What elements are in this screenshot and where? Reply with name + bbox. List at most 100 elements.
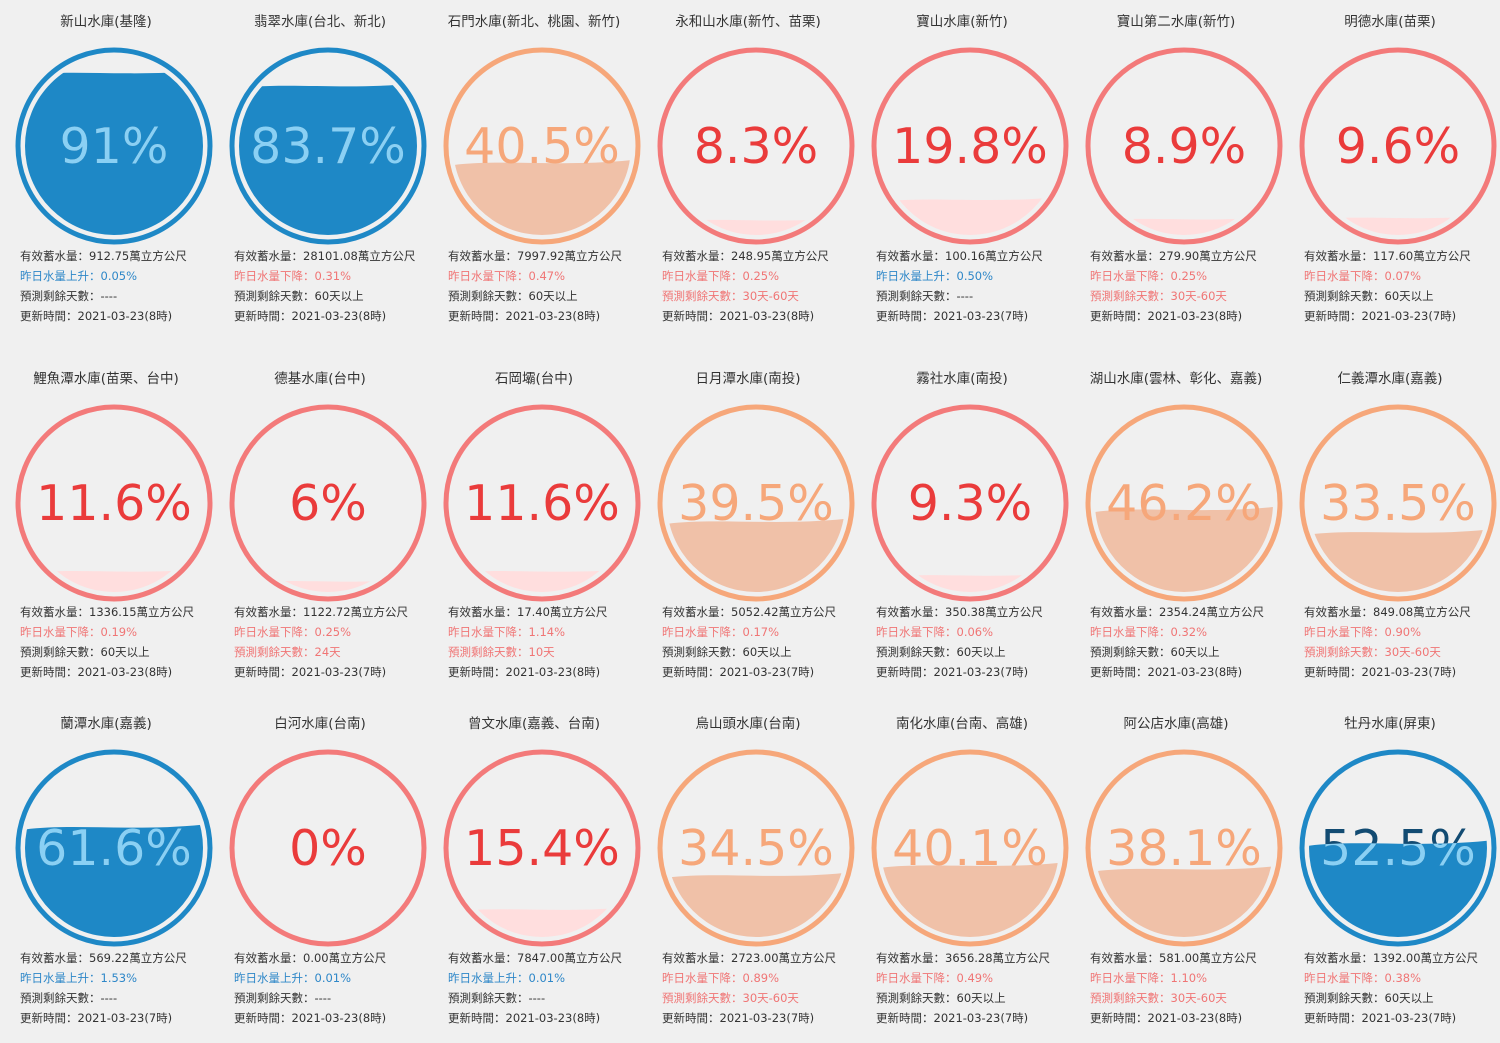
update-time-text: 更新時間：2021-03-23(8時) — [1090, 1011, 1243, 1025]
reservoir-name: 日月潭水庫(南投) — [695, 371, 801, 387]
daily-trend-text: 昨日水量下降：0.90% — [1304, 625, 1422, 639]
gauge-ring — [871, 47, 1069, 245]
water-fill — [25, 823, 203, 937]
remaining-days-text: 預測剩餘天數：60天以上 — [448, 289, 578, 303]
reservoir-info: 有效蓄水量：2354.24萬立方公尺 昨日水量下降：0.32% 預測剩餘天數：60天… — [1090, 602, 1300, 682]
capacity-text: 有效蓄水量：0.00萬立方公尺 — [234, 951, 387, 965]
gauge-svg: 8.3% — [657, 47, 855, 245]
reservoir-card: 寶山水庫(新竹) 19.8% 有效蓄水量：100.16萬立方公尺 昨日水量上升：0.5… — [862, 10, 1076, 340]
update-time-text: 更新時間：2021-03-23(7時) — [1304, 665, 1457, 679]
reservoir-name: 湖山水庫(雲林、彰化、嘉義) — [1089, 371, 1263, 387]
percent-label: 9.6% — [1336, 118, 1461, 175]
remaining-days-text: 預測剩餘天數：60天以上 — [876, 645, 1006, 659]
daily-trend-text: 昨日水量上升：0.01% — [448, 971, 566, 985]
percent-label-on-water: 91% — [60, 118, 169, 175]
water-level-gauge: 33.5% — [1298, 403, 1498, 603]
reservoir-card: 白河水庫(台南) 0% 有效蓄水量：0.00萬立方公尺 昨日水量上升：0.01% 預測剩… — [220, 712, 434, 1042]
reservoir-name: 翡翠水庫(台北、新北) — [253, 14, 387, 30]
percent-label: 38.1% — [1106, 820, 1262, 877]
daily-trend-text: 昨日水量上升：0.05% — [20, 269, 138, 283]
gauge-ring — [443, 749, 641, 947]
reservoir-info: 有效蓄水量：581.00萬立方公尺 昨日水量下降：1.10% 預測剩餘天數：30天-… — [1090, 948, 1300, 1028]
gauge-ring — [1085, 47, 1283, 245]
percent-label: 8.9% — [1122, 118, 1247, 175]
water-level-gauge: 9.6% — [1298, 46, 1498, 246]
water-fill — [881, 195, 1059, 235]
reservoir-info: 有效蓄水量：117.60萬立方公尺 昨日水量下降：0.07% 預測剩餘天數：60天以… — [1304, 246, 1500, 326]
remaining-days-text: 預測剩餘天數：30天-60天 — [662, 991, 799, 1005]
reservoir-name: 阿公店水庫(高雄) — [1123, 716, 1229, 732]
reservoir-card: 曾文水庫(嘉義、台南) 15.4% 有效蓄水量：7847.00萬立方公尺 昨日水量上升… — [434, 712, 648, 1042]
capacity-text: 有效蓄水量：17.40萬立方公尺 — [448, 605, 608, 619]
water-level-gauge: 9.3% — [870, 403, 1070, 603]
gauge-ring — [657, 404, 855, 602]
reservoir-info: 有效蓄水量：100.16萬立方公尺 昨日水量上升：0.50% 預測剩餘天數：----… — [876, 246, 1086, 326]
percent-label-on-water: 61.6% — [36, 820, 192, 877]
update-time-text: 更新時間：2021-03-23(7時) — [876, 1011, 1029, 1025]
reservoir-name: 南化水庫(台南、高雄) — [895, 716, 1029, 732]
reservoir-name: 新山水庫(基隆) — [60, 14, 152, 30]
update-time-text: 更新時間：2021-03-23(8時) — [20, 665, 173, 679]
gauge-svg: 40.5% — [443, 47, 641, 245]
capacity-text: 有效蓄水量：569.22萬立方公尺 — [20, 951, 187, 965]
percent-label: 40.5% — [464, 118, 620, 175]
reservoir-info: 有效蓄水量：28101.08萬立方公尺 昨日水量下降：0.31% 預測剩餘天數：60… — [234, 246, 444, 326]
reservoir-name: 寶山水庫(新竹) — [916, 14, 1008, 30]
update-time-text: 更新時間：2021-03-23(7時) — [1304, 1011, 1457, 1025]
remaining-days-text: 預測剩餘天數：30天-60天 — [1090, 289, 1227, 303]
update-time-text: 更新時間：2021-03-23(7時) — [662, 1011, 815, 1025]
reservoir-name: 石門水庫(新北、桃園、新竹) — [447, 14, 621, 30]
reservoir-card: 翡翠水庫(台北、新北) 83.7% 83.7% 有效蓄水量：28101.08萬立方公尺… — [220, 10, 434, 340]
remaining-days-text: 預測剩餘天數：30天-60天 — [662, 289, 799, 303]
daily-trend-text: 昨日水量下降：0.25% — [662, 269, 780, 283]
reservoir-info: 有效蓄水量：17.40萬立方公尺 昨日水量下降：1.14% 預測剩餘天數：10天 更新… — [448, 602, 658, 682]
update-time-text: 更新時間：2021-03-23(8時) — [234, 1011, 387, 1025]
reservoir-info: 有效蓄水量：912.75萬立方公尺 昨日水量上升：0.05% 預測剩餘天數：----… — [20, 246, 230, 326]
daily-trend-text: 昨日水量下降：1.10% — [1090, 971, 1208, 985]
water-level-gauge: 11.6% — [442, 403, 642, 603]
update-time-text: 更新時間：2021-03-23(8時) — [448, 1011, 601, 1025]
water-level-gauge: 6% — [228, 403, 428, 603]
daily-trend-text: 昨日水量上升：1.53% — [20, 971, 138, 985]
capacity-text: 有效蓄水量：849.08萬立方公尺 — [1304, 605, 1471, 619]
gauge-svg: 34.5% — [657, 749, 855, 947]
percent-label: 46.2% — [1106, 475, 1262, 532]
water-level-gauge: 19.8% — [870, 46, 1070, 246]
gauge-ring — [1085, 749, 1283, 947]
update-time-text: 更新時間：2021-03-23(7時) — [876, 665, 1029, 679]
gauge-svg: 9.3% — [871, 404, 1069, 602]
reservoir-card: 阿公店水庫(高雄) 38.1% 有效蓄水量：581.00萬立方公尺 昨日水量下降：1.… — [1076, 712, 1290, 1042]
gauge-ring — [443, 47, 641, 245]
remaining-days-text: 預測剩餘天數：---- — [234, 991, 332, 1005]
water-level-gauge: 46.2% — [1084, 403, 1284, 603]
remaining-days-text: 預測剩餘天數：60天以上 — [20, 645, 150, 659]
gauge-ring — [15, 47, 213, 245]
percent-label: 52.5% — [1320, 820, 1476, 877]
update-time-text: 更新時間：2021-03-23(8時) — [662, 309, 815, 323]
percent-label: 8.3% — [694, 118, 819, 175]
reservoir-card: 南化水庫(台南、高雄) 40.1% 有效蓄水量：3656.28萬立方公尺 昨日水量下降… — [862, 712, 1076, 1042]
capacity-text: 有效蓄水量：279.90萬立方公尺 — [1090, 249, 1257, 263]
capacity-text: 有效蓄水量：350.38萬立方公尺 — [876, 605, 1043, 619]
update-time-text: 更新時間：2021-03-23(8時) — [448, 665, 601, 679]
reservoir-card: 永和山水庫(新竹、苗栗) 8.3% 有效蓄水量：248.95萬立方公尺 昨日水量下降：… — [648, 10, 862, 340]
percent-label: 83.7% — [250, 118, 406, 175]
water-level-gauge: 34.5% — [656, 748, 856, 948]
water-level-gauge: 15.4% — [442, 748, 642, 948]
reservoir-name: 寶山第二水庫(新竹) — [1116, 14, 1236, 30]
remaining-days-text: 預測剩餘天數：60天以上 — [662, 645, 792, 659]
remaining-days-text: 預測剩餘天數：30天-60天 — [1090, 991, 1227, 1005]
reservoir-name: 烏山頭水庫(台南) — [695, 716, 801, 732]
gauge-ring — [1085, 404, 1283, 602]
reservoir-info: 有效蓄水量：569.22萬立方公尺 昨日水量上升：1.53% 預測剩餘天數：----… — [20, 948, 230, 1028]
update-time-text: 更新時間：2021-03-23(8時) — [234, 309, 387, 323]
update-time-text: 更新時間：2021-03-23(7時) — [234, 665, 387, 679]
update-time-text: 更新時間：2021-03-23(8時) — [20, 309, 173, 323]
percent-label: 91% — [60, 118, 169, 175]
water-fill — [1309, 839, 1487, 937]
remaining-days-text: 預測剩餘天數：30天-60天 — [1304, 645, 1441, 659]
water-level-gauge: 40.1% — [870, 748, 1070, 948]
gauge-ring — [657, 47, 855, 245]
water-fill — [667, 871, 845, 937]
update-time-text: 更新時間：2021-03-23(7時) — [20, 1011, 173, 1025]
